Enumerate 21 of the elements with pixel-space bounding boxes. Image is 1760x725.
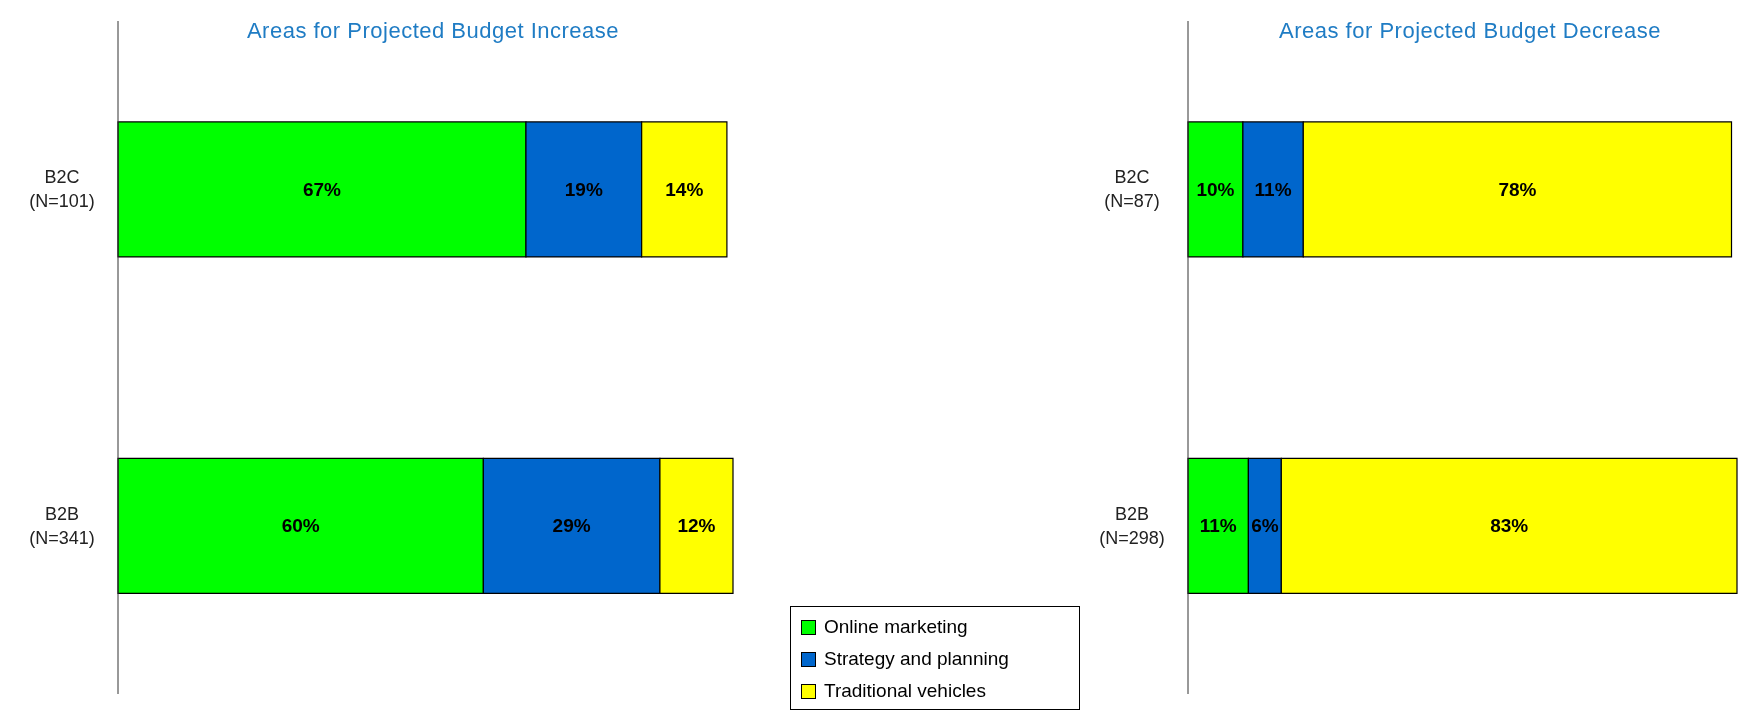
data-label: 60% [281, 515, 320, 537]
data-label: 11% [1199, 515, 1237, 537]
chart-title: Areas for Projected Budget Increase [245, 18, 621, 44]
data-label: 19% [564, 178, 603, 200]
data-label: 11% [1254, 178, 1292, 200]
data-label: 14% [665, 178, 704, 200]
chart-title: Areas for Projected Budget Decrease [1278, 18, 1662, 44]
data-label: 78% [1498, 178, 1537, 200]
y-tick-label: B2C (N=87) [1104, 167, 1160, 212]
data-label: 10% [1196, 178, 1235, 200]
y-tick-label: B2C (N=101) [29, 167, 95, 212]
legend-label: Strategy and planning [824, 648, 1009, 670]
data-label: 67% [302, 178, 342, 200]
y-tick-label: B2B (N=298) [1099, 503, 1165, 548]
legend-label: Online marketing [824, 616, 968, 638]
data-label: 83% [1490, 515, 1529, 537]
data-label: 12% [677, 515, 716, 537]
data-label: 29% [552, 515, 591, 537]
data-label: 6% [1251, 515, 1279, 537]
legend-label: Traditional vehicles [824, 680, 986, 702]
y-tick-label: B2B (N=341) [29, 503, 95, 548]
